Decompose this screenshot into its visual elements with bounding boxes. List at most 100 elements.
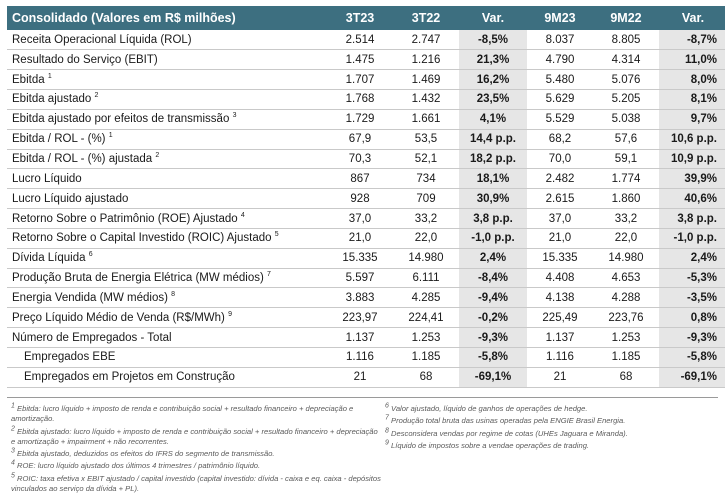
table-body: Receita Operacional Líquida (ROL) 2.514 2.…	[7, 30, 725, 388]
value-9m22: 1.185	[593, 347, 659, 368]
variation-ytd: 40,6%	[659, 188, 725, 210]
value-3t23: 2.514	[327, 30, 393, 51]
value-3t23: 21,0	[327, 228, 393, 249]
value-9m23: 4.408	[527, 268, 593, 289]
row-label: Resultado do Serviço (EBIT)	[7, 49, 327, 71]
row-label: Produção Bruta de Energia Elétrica (MW m…	[7, 268, 327, 289]
value-9m22: 68	[593, 367, 659, 388]
footnote-text: ROIC: taxa efetiva x EBIT ajustado / cap…	[11, 473, 381, 494]
footnotes-right-column: 6 Valor ajustado, líquido de ganhos de o…	[385, 402, 715, 453]
variation-quarter: -0,2%	[459, 307, 527, 329]
value-9m23: 2.482	[527, 168, 593, 190]
row-label: Dívida Líquida 6	[7, 248, 327, 269]
value-9m22: 5.038	[593, 109, 659, 130]
value-9m23: 4.790	[527, 49, 593, 71]
variation-ytd: -1,0 p.p.	[659, 228, 725, 249]
variation-ytd: -69,1%	[659, 367, 725, 388]
value-3t23: 5.597	[327, 268, 393, 289]
row-label: Preço Líquido Médio de Venda (R$/MWh) 9	[7, 307, 327, 329]
financial-table-container: Consolidado (Valores em R$ milhões) 3T23…	[7, 6, 725, 388]
row-label-text: Número de Empregados - Total	[12, 331, 172, 344]
footnote-number: 3	[11, 447, 15, 455]
value-3t22: 709	[393, 188, 459, 210]
footnote-text: Líquido de impostos sobre a vendae opera…	[391, 440, 590, 450]
value-3t22: 33,2	[393, 208, 459, 229]
value-9m23: 225,49	[527, 307, 593, 329]
value-9m22: 33,2	[593, 208, 659, 229]
variation-ytd: 10,6 p.p.	[659, 129, 725, 150]
value-3t23: 1.707	[327, 69, 393, 91]
footnote: 7 Produção total bruta das usinas operad…	[385, 414, 715, 426]
row-label-text: Energia Vendida (MW médios)	[12, 291, 168, 304]
table-row: Ebitda / ROL - (%) 1 67,9 53,5 14,4 p.p. 68,…	[7, 129, 725, 150]
row-label: Retorno Sobre o Capital Investido (ROIC)…	[7, 228, 327, 249]
value-9m22: 59,1	[593, 149, 659, 170]
row-label: Energia Vendida (MW médios) 8	[7, 287, 327, 309]
row-label-text: Ebitda / ROL - (%)	[12, 133, 106, 146]
value-3t23: 70,3	[327, 149, 393, 170]
col-header-var-ytd: Var.	[659, 6, 725, 30]
table-row: Receita Operacional Líquida (ROL) 2.514 2.…	[7, 30, 725, 51]
value-3t22: 224,41	[393, 307, 459, 329]
table-row: Empregados EBE 1.116 1.185 -5,8% 1.116 1.185-…	[7, 347, 725, 368]
value-9m23: 21	[527, 367, 593, 388]
row-label: Ebitda ajustado 2	[7, 89, 327, 110]
footnote-ref: 2	[94, 92, 99, 100]
value-3t22: 1.253	[393, 327, 459, 348]
footnote-ref: 3	[232, 112, 237, 120]
footnote-number: 4	[11, 459, 15, 467]
table-row: Empregados em Projetos em Construção 21 68…	[7, 367, 725, 388]
footnote-ref: 1	[47, 72, 52, 80]
footnote-number: 7	[385, 414, 389, 422]
row-label: Número de Empregados - Total	[7, 327, 327, 348]
variation-quarter: -8,5%	[459, 30, 527, 51]
table-row: Energia Vendida (MW médios) 8 3.883 4.285-…	[7, 287, 725, 309]
value-9m23: 37,0	[527, 208, 593, 229]
row-label-text: Receita Operacional Líquida (ROL)	[12, 33, 192, 46]
value-3t22: 1.432	[393, 89, 459, 110]
value-3t23: 867	[327, 168, 393, 190]
variation-ytd: 11,0%	[659, 49, 725, 71]
value-3t23: 928	[327, 188, 393, 210]
variation-quarter: -9,4%	[459, 287, 527, 309]
footnote: 4 ROE: lucro líquido ajustado dos último…	[11, 459, 381, 471]
variation-quarter: 2,4%	[459, 248, 527, 269]
table-row: Preço Líquido Médio de Venda (R$/MWh) 9 2…	[7, 307, 725, 329]
variation-quarter: 18,2 p.p.	[459, 149, 527, 170]
variation-ytd: 10,9 p.p.	[659, 149, 725, 170]
footnote-text: Ebitda: lucro líquido + imposto de renda…	[11, 404, 354, 424]
value-9m22: 8.805	[593, 30, 659, 51]
variation-ytd: 3,8 p.p.	[659, 208, 725, 229]
footnotes: 1 Ebitda: lucro líquido + imposto de ren…	[7, 397, 718, 497]
value-9m23: 15.335	[527, 248, 593, 269]
variation-ytd: -5,8%	[659, 347, 725, 368]
col-header-3t23: 3T23	[327, 6, 393, 30]
value-3t22: 1.469	[393, 69, 459, 91]
table-row: Retorno Sobre o Patrimônio (ROE) Ajustad…	[7, 208, 725, 229]
value-9m23: 8.037	[527, 30, 593, 51]
row-label: Ebitda / ROL - (%) 1	[7, 129, 327, 150]
variation-quarter: 30,9%	[459, 188, 527, 210]
table-row: Ebitda ajustado 2 1.768 1.432 23,5% 5.629 5.2…	[7, 89, 725, 110]
value-3t22: 4.285	[393, 287, 459, 309]
table-row: Lucro Líquido ajustado 928 709 30,9% 2.615 1.…	[7, 188, 725, 210]
row-label: Ebitda 1	[7, 69, 327, 91]
footnote-number: 1	[11, 402, 15, 410]
row-label-text: Retorno Sobre o Capital Investido (ROIC)…	[12, 232, 272, 245]
value-3t23: 1.475	[327, 49, 393, 71]
value-3t22: 2.747	[393, 30, 459, 51]
footnote-number: 6	[385, 402, 389, 410]
col-header-9m22: 9M22	[593, 6, 659, 30]
variation-ytd: 8,0%	[659, 69, 725, 91]
footnote-text: Ebitda ajustado: lucro líquido + imposto…	[11, 426, 378, 446]
variation-quarter: 14,4 p.p.	[459, 129, 527, 150]
value-3t22: 68	[393, 367, 459, 388]
table-row: Produção Bruta de Energia Elétrica (MW m…	[7, 268, 725, 289]
variation-ytd: -8,7%	[659, 30, 725, 51]
row-label: Receita Operacional Líquida (ROL)	[7, 30, 327, 51]
footnote-ref: 8	[171, 291, 176, 299]
variation-quarter: -8,4%	[459, 268, 527, 289]
row-label-text: Ebitda ajustado por efeitos de transmiss…	[12, 113, 230, 126]
value-3t22: 1.185	[393, 347, 459, 368]
table-row: Retorno Sobre o Capital Investido (ROIC)…	[7, 228, 725, 249]
